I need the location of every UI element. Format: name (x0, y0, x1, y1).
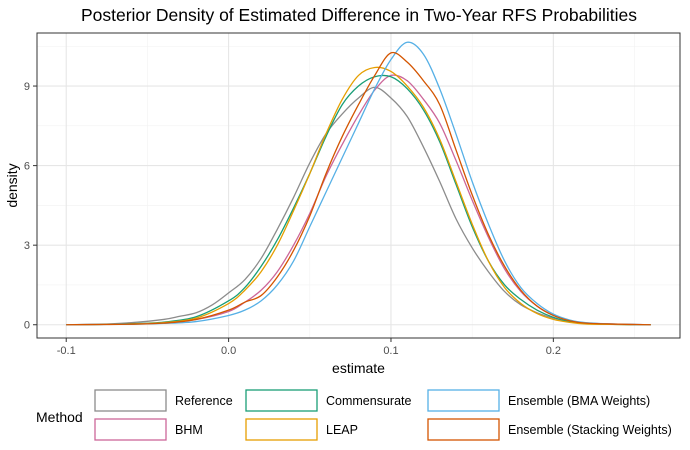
y-tick-label: 6 (24, 161, 30, 173)
legend-label-commensurate: Commensurate (326, 394, 411, 408)
legend-label-reference: Reference (175, 394, 233, 408)
legend-key-bhm (94, 418, 167, 441)
legend-key-commensurate (245, 389, 318, 412)
legend-label-bhm: BHM (175, 423, 203, 437)
legend-key-leap (245, 418, 318, 441)
x-axis-label: estimate (332, 360, 385, 376)
series-line-commensurate (66, 74, 651, 326)
series-line-ensemble-bma-weights (66, 41, 651, 326)
x-tick-label: 0.2 (546, 345, 561, 357)
legend-key-ensemble-stacking-weights (427, 418, 500, 441)
legend-label-leap: LEAP (326, 423, 358, 437)
y-tick-label: 9 (24, 81, 30, 93)
legend: Reference Commensurate Ensemble (BMA Weigh… (94, 389, 672, 441)
series-line-ensemble-stacking-weights (66, 51, 651, 326)
grid-lines (37, 33, 680, 338)
plot-border (36, 32, 681, 339)
legend-label-ensemble-bma-weights: Ensemble (BMA Weights) (508, 394, 650, 408)
series-lines (66, 41, 651, 326)
x-tick-label: 0.1 (383, 345, 398, 357)
legend-label-ensemble-stacking-weights: Ensemble (Stacking Weights) (508, 423, 672, 437)
y-tick-label: 3 (24, 240, 30, 252)
plot-panel (37, 33, 680, 338)
legend-key-reference (94, 389, 167, 412)
legend-key-ensemble-bma-weights (427, 389, 500, 412)
y-tick-label: 0 (24, 320, 30, 332)
series-line-leap (66, 66, 651, 326)
chart-title: Posterior Density of Estimated Differenc… (81, 5, 637, 25)
legend-title: Method (36, 409, 83, 425)
x-tick-label: -0.1 (57, 345, 76, 357)
x-tick-label: 0.0 (221, 345, 236, 357)
axes: -0.1 0.0 0.1 0.2 0 3 6 9 (24, 81, 561, 357)
y-axis-label: density (4, 163, 20, 207)
